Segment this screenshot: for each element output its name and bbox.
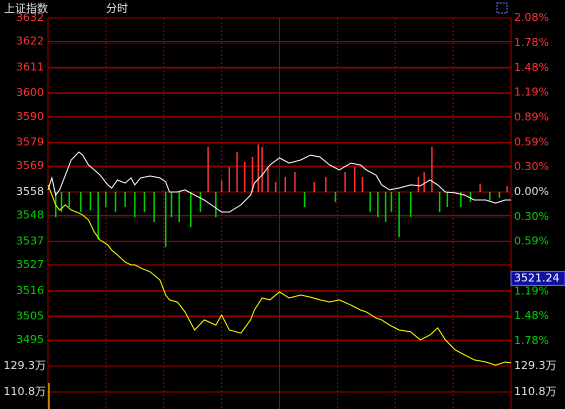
y2-tick-label: 1.19% (514, 85, 549, 98)
y-tick-label: 3590 (16, 110, 44, 123)
volume-tick-label: 110.8万 (514, 385, 557, 398)
y-tick-label: 3558 (16, 185, 44, 198)
y2-tick-label: 0.59% (514, 234, 549, 247)
y-tick-label: 3622 (16, 35, 44, 48)
y-tick-label: 3505 (16, 310, 44, 323)
y-tick-label: 3527 (16, 258, 44, 271)
y-tick-label: 3537 (16, 234, 44, 247)
window-icon[interactable] (496, 2, 508, 14)
y2-tick-label: 1.78% (514, 334, 549, 347)
y2-tick-label: 0.30% (514, 160, 549, 173)
y-tick-label: 3516 (16, 284, 44, 297)
y-tick-label: 3548 (16, 209, 44, 222)
volume-tick-label: 129.3万 (4, 359, 47, 372)
y2-tick-label: 0.89% (514, 111, 549, 124)
y2-tick-label: 2.08% (514, 11, 549, 24)
y2-tick-label: 0.30% (514, 210, 549, 223)
y2-tick-label: 0.59% (514, 136, 549, 149)
price-line (47, 151, 511, 213)
volume-tick-label: 110.8万 (4, 385, 47, 398)
volume-tick-label: 129.3万 (514, 359, 557, 372)
y2-tick-label: 1.48% (514, 61, 549, 74)
y-tick-label: 3632 (16, 11, 44, 24)
y2-tick-label: 1.48% (514, 309, 549, 322)
last-price-box (510, 270, 565, 286)
y-tick-label: 3569 (16, 159, 44, 172)
y-tick-label: 3495 (16, 333, 44, 346)
y2-tick-label: 0.00% (514, 185, 549, 198)
chart-title: 上证指数 (4, 1, 48, 15)
price-line (47, 184, 512, 366)
y-tick-label: 3600 (16, 86, 44, 99)
y-tick-label: 3579 (16, 136, 44, 149)
last-price-label: 3521.24 (514, 271, 560, 284)
y2-tick-label: 1.19% (514, 285, 549, 298)
y2-tick-label: 1.78% (514, 36, 549, 49)
y-tick-label: 3611 (16, 60, 44, 73)
chart-subtitle: 分时 (106, 2, 128, 15)
